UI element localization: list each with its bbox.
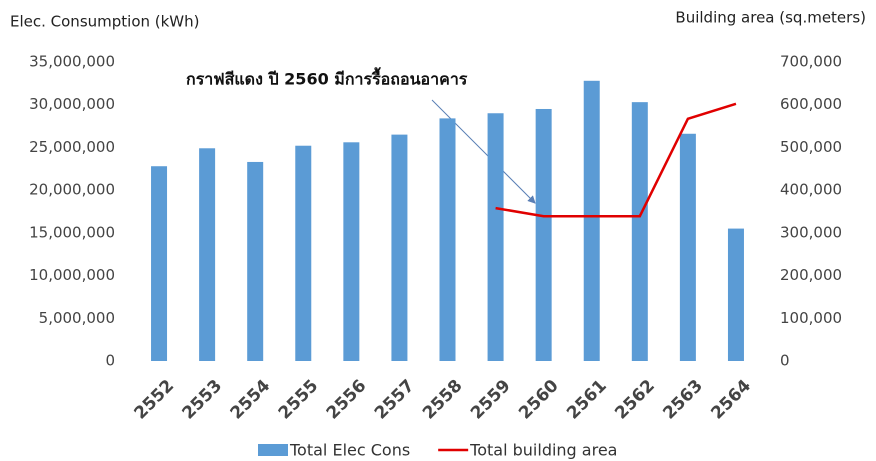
x-tick-label: 2561 bbox=[563, 376, 611, 424]
bar bbox=[535, 108, 552, 361]
bar bbox=[727, 228, 744, 361]
x-tick-label: 2557 bbox=[371, 376, 419, 424]
y2-tick-label: 600,000 bbox=[780, 95, 842, 113]
y-axis-title: Elec. Consumption (kWh) bbox=[10, 13, 200, 31]
bar bbox=[679, 133, 696, 361]
y-tick-label: 25,000,000 bbox=[29, 138, 115, 156]
y-tick-label: 15,000,000 bbox=[29, 223, 115, 241]
bar bbox=[583, 80, 600, 362]
y-tick-label: 0 bbox=[105, 352, 115, 370]
annotation-arrow bbox=[431, 99, 536, 204]
x-tick-label: 2554 bbox=[227, 376, 275, 424]
y2-tick-label: 700,000 bbox=[780, 53, 842, 71]
x-tick-label: 2552 bbox=[131, 376, 179, 424]
bar bbox=[487, 113, 504, 361]
legend-swatch bbox=[258, 444, 288, 456]
bar bbox=[295, 145, 312, 361]
y-tick-label: 10,000,000 bbox=[29, 266, 115, 284]
bar bbox=[199, 148, 216, 361]
bar bbox=[439, 118, 456, 361]
y-tick-label: 20,000,000 bbox=[29, 181, 115, 199]
x-tick-label: 2560 bbox=[515, 376, 563, 424]
y2-tick-label: 300,000 bbox=[780, 223, 842, 241]
annotation: กราฟสีแดง ปี 2560 มีการรื้อถอนอาคาร bbox=[186, 67, 468, 89]
y2-tick-label: 100,000 bbox=[780, 309, 842, 327]
bar bbox=[391, 134, 408, 361]
y2-tick-label: 500,000 bbox=[780, 138, 842, 156]
x-tick-label: 2556 bbox=[323, 376, 371, 424]
y-tick-label: 30,000,000 bbox=[29, 95, 115, 113]
legend-label: Total Elec Cons bbox=[289, 441, 410, 460]
x-tick-label: 2558 bbox=[419, 376, 467, 424]
y-tick-label: 5,000,000 bbox=[39, 309, 115, 327]
x-tick-label: 2564 bbox=[707, 376, 755, 424]
bar bbox=[151, 166, 168, 361]
bar bbox=[343, 142, 360, 361]
y2-tick-label: 400,000 bbox=[780, 181, 842, 199]
x-tick-label: 2562 bbox=[611, 376, 659, 424]
y2-tick-label: 0 bbox=[780, 352, 790, 370]
x-tick-label: 2559 bbox=[467, 376, 515, 424]
x-tick-label: 2555 bbox=[275, 376, 323, 424]
x-tick-label: 2563 bbox=[659, 376, 707, 424]
x-tick-label: 2553 bbox=[179, 376, 227, 424]
bar bbox=[247, 161, 264, 361]
y2-tick-label: 200,000 bbox=[780, 266, 842, 284]
y2-axis-title: Building area (sq.meters) bbox=[675, 9, 866, 27]
y-tick-label: 35,000,000 bbox=[29, 53, 115, 71]
bar bbox=[631, 102, 648, 361]
line bbox=[495, 102, 737, 218]
legend-label: Total building area bbox=[469, 441, 617, 460]
